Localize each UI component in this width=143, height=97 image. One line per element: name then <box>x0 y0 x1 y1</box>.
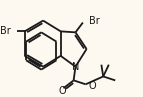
Text: N: N <box>72 62 79 72</box>
Text: Br: Br <box>89 16 100 26</box>
Text: O: O <box>88 81 96 91</box>
Text: Br: Br <box>0 26 11 36</box>
Text: O: O <box>59 86 66 96</box>
